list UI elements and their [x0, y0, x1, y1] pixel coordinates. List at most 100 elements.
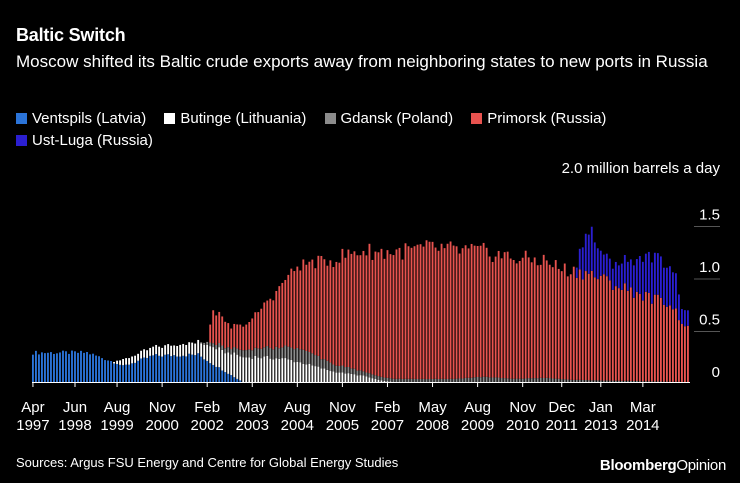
bar-segment	[200, 343, 203, 357]
bar-segment	[632, 380, 635, 382]
bar-segment	[371, 259, 374, 375]
bar-segment	[50, 352, 52, 382]
legend: Ventspils (Latvia) Butinge (Lithuania) G…	[16, 108, 736, 152]
bar-segment	[224, 321, 227, 349]
bar-segment	[593, 380, 596, 382]
bar-segment	[383, 258, 386, 378]
bar-segment	[530, 262, 533, 379]
bar-segment	[536, 265, 539, 379]
bar-segment	[353, 368, 356, 375]
bar-segment	[356, 370, 359, 376]
bar-segment	[386, 381, 389, 382]
bar-segment	[170, 345, 173, 357]
bar-segment	[665, 267, 668, 307]
bar-segment	[593, 242, 596, 278]
x-tick-year: 2000	[145, 417, 178, 434]
bar-segment	[80, 350, 82, 382]
bar-segment	[317, 355, 320, 367]
bar-segment	[62, 350, 64, 382]
bar-segment	[323, 259, 326, 360]
bar-segment	[77, 352, 79, 382]
bar-segment	[281, 358, 284, 382]
bar-segment	[467, 377, 470, 382]
bar-segment	[353, 374, 356, 382]
bar-segment	[620, 380, 623, 382]
bar-segment	[374, 251, 377, 376]
bar-segment	[167, 354, 170, 382]
bar-segment	[230, 349, 233, 355]
bar-segment	[584, 233, 587, 272]
bar-segment	[107, 360, 109, 382]
bar-segment	[515, 263, 518, 379]
bar-segment	[626, 261, 629, 291]
bar-segment	[668, 305, 671, 382]
bar-segment	[167, 344, 170, 355]
bar-segment	[305, 264, 308, 351]
bar-segment	[449, 378, 452, 382]
bar-segment	[287, 346, 290, 360]
bar-segment	[581, 247, 584, 280]
bar-segment	[212, 347, 215, 365]
bar-segment	[443, 378, 446, 382]
bar-segment	[224, 372, 227, 382]
bar-segment	[641, 381, 644, 382]
bar-segment	[668, 266, 671, 306]
bar-segment	[416, 244, 419, 380]
bar-segment	[611, 268, 614, 290]
bar-segment	[254, 347, 257, 356]
bar-segment	[392, 378, 395, 382]
bar-segment	[620, 263, 623, 290]
legend-item-ust-luga: Ust-Luga (Russia)	[16, 130, 153, 152]
bar-segment	[176, 345, 179, 357]
bar-segment	[224, 353, 227, 373]
bar-segment	[65, 351, 67, 382]
bar-segment	[254, 312, 257, 348]
bar-segment	[230, 328, 233, 350]
bar-segment	[59, 352, 61, 382]
bar-segment	[125, 364, 127, 382]
bar-segment	[617, 288, 620, 381]
bar-segment	[155, 354, 158, 382]
bar-segment	[458, 253, 461, 379]
bar-segment	[479, 377, 482, 382]
bar-segment	[524, 378, 527, 382]
bar-segment	[323, 368, 326, 382]
bar-segment	[647, 292, 650, 382]
bar-segment	[443, 248, 446, 379]
bar-segment	[395, 378, 398, 382]
bar-segment	[89, 354, 91, 382]
bar-segment	[587, 273, 590, 381]
bar-segment	[641, 261, 644, 301]
bar-segment	[260, 308, 263, 349]
bar-segment	[596, 380, 599, 382]
bar-segment	[578, 269, 581, 380]
bar-segment	[173, 345, 176, 356]
bar-segment	[296, 361, 299, 382]
bar-segment	[104, 360, 106, 382]
bar-segment	[590, 270, 593, 381]
bar-segment	[257, 357, 260, 382]
bar-segment	[551, 267, 554, 379]
bar-segment	[557, 268, 560, 379]
bar-segment	[323, 359, 326, 369]
bar-segment	[335, 365, 338, 373]
x-tick-month: Feb	[194, 399, 220, 416]
bar-segment	[278, 358, 281, 382]
bar-segment	[206, 344, 209, 361]
bar-segment	[314, 366, 317, 382]
legend-item-butinge: Butinge (Lithuania)	[164, 108, 306, 130]
bar-segment	[239, 349, 242, 357]
bar-segment	[248, 357, 251, 382]
bar-segment	[401, 378, 404, 382]
bar-segment	[206, 360, 209, 382]
bar-segment	[512, 260, 515, 379]
bar-segment	[596, 279, 599, 381]
bar-segment	[554, 378, 557, 382]
bar-segment	[581, 379, 584, 382]
bar-segment	[287, 359, 290, 382]
legend-item-primorsk: Primorsk (Russia)	[471, 108, 606, 130]
bar-segment	[650, 303, 653, 382]
bar-segment	[317, 255, 320, 356]
bar-segment	[335, 372, 338, 382]
bar-segment	[122, 365, 124, 382]
